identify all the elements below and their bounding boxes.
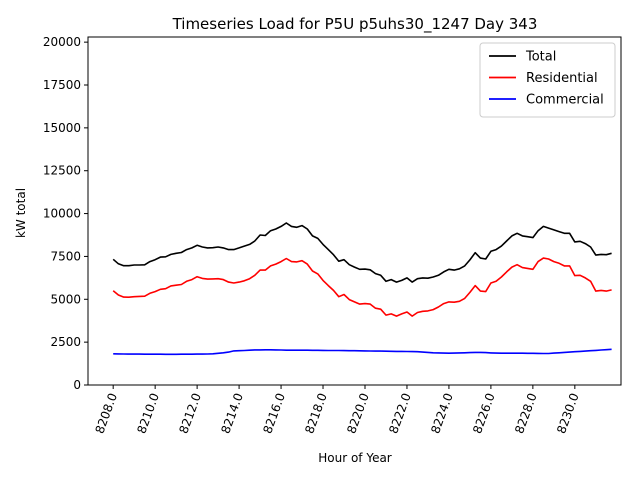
legend-label-residential: Residential [526, 71, 598, 86]
legend-label-total: Total [525, 50, 556, 65]
chart-title: Timeseries Load for P5U p5uhs30_1247 Day… [172, 15, 538, 34]
y-tick-label: 5000 [50, 292, 81, 306]
series-line-commercial [113, 348, 612, 356]
x-tick-label: 8220.0 [344, 391, 372, 435]
x-tick-label: 8218.0 [302, 391, 330, 435]
x-tick-label: 8214.0 [218, 391, 246, 435]
x-tick-label: 8230.0 [554, 391, 582, 435]
y-tick-label: 17500 [43, 78, 81, 92]
x-axis-label: Hour of Year [318, 451, 392, 465]
x-tick-label: 8228.0 [512, 391, 540, 435]
y-tick-label: 15000 [43, 121, 81, 135]
x-tick-label: 8226.0 [470, 391, 498, 435]
y-tick-label: 12500 [43, 164, 81, 178]
series-line-total [112, 222, 612, 283]
y-tick-label: 2500 [50, 335, 81, 349]
series-line-residential [112, 257, 612, 317]
x-tick-label: 8210.0 [134, 391, 162, 435]
legend-label-commercial: Commercial [526, 93, 604, 108]
x-tick-label: 8208.0 [92, 391, 120, 435]
plot-area: 0 2500 5000 7500 10000 12500 15000 17500 20000 82… [43, 35, 622, 435]
x-tick-label: 8212.0 [176, 391, 204, 435]
x-tick-label: 8222.0 [386, 391, 414, 435]
y-tick-label: 20000 [43, 35, 81, 49]
y-tick-label: 10000 [43, 207, 81, 221]
axes-frame [87, 36, 622, 386]
x-tick-label: 8224.0 [428, 391, 456, 435]
y-tick-label: 0 [73, 378, 81, 392]
x-tick-label: 8216.0 [260, 391, 288, 435]
y-tick-label: 7500 [50, 249, 81, 263]
y-axis-label: kW total [14, 188, 28, 238]
